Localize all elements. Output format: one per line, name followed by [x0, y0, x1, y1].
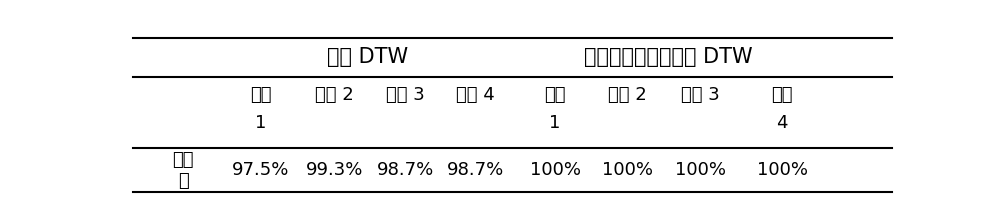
- Text: 1: 1: [255, 114, 266, 132]
- Text: 100%: 100%: [757, 161, 808, 179]
- Text: 100%: 100%: [675, 161, 726, 179]
- Text: 100%: 100%: [602, 161, 653, 179]
- Text: 类别: 类别: [771, 86, 793, 104]
- Text: 常规 DTW: 常规 DTW: [327, 47, 409, 67]
- Text: 类别 2: 类别 2: [315, 86, 354, 104]
- Text: 类别 3: 类别 3: [681, 86, 719, 104]
- Text: 97.5%: 97.5%: [232, 161, 289, 179]
- Text: 4: 4: [776, 114, 788, 132]
- Text: 类别: 类别: [250, 86, 271, 104]
- Text: 99.3%: 99.3%: [306, 161, 363, 179]
- Text: 类别 2: 类别 2: [608, 86, 647, 104]
- Text: 类别 3: 类别 3: [386, 86, 425, 104]
- Text: 检测: 检测: [172, 151, 194, 169]
- Text: 基于最小平均距离的 DTW: 基于最小平均距离的 DTW: [584, 47, 753, 67]
- Text: 98.7%: 98.7%: [377, 161, 434, 179]
- Text: 100%: 100%: [530, 161, 581, 179]
- Text: 98.7%: 98.7%: [447, 161, 504, 179]
- Text: 类别: 类别: [544, 86, 566, 104]
- Text: 类别 4: 类别 4: [456, 86, 495, 104]
- Text: 1: 1: [549, 114, 561, 132]
- Text: 率: 率: [178, 172, 188, 190]
